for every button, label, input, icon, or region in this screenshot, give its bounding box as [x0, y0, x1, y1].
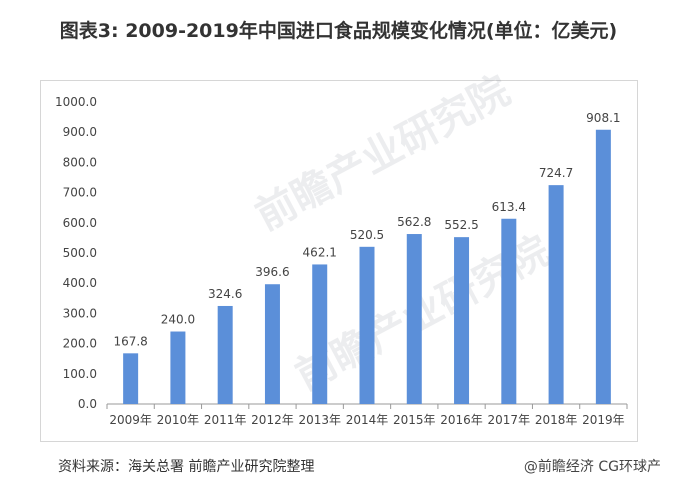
y-tick-label: 800.0: [63, 155, 97, 169]
data-label: 167.8: [113, 334, 147, 348]
bar-2012年: [264, 284, 280, 404]
bar-chart: 0.0 100.0 200.0 300.0 400.0 500.0 600.0 700.0 80…: [55, 95, 628, 427]
y-tick-label: 200.0: [63, 337, 97, 351]
x-tick-label: 2013年: [298, 413, 341, 427]
x-tick-label: 2015年: [393, 413, 436, 427]
y-tick-label: 500.0: [63, 246, 97, 260]
chart-title: 图表3: 2009-2019年中国进口食品规模变化情况(单位：亿美元): [59, 20, 618, 42]
x-tick-label: 2018年: [535, 413, 578, 427]
data-label: 324.6: [208, 287, 242, 301]
bar-2011年: [217, 305, 233, 404]
x-tick-label: 2011年: [204, 413, 247, 427]
bar-2010年: [170, 331, 186, 404]
x-tick-label: 2010年: [157, 413, 200, 427]
y-tick-label: 600.0: [63, 216, 97, 230]
chart-area: 前瞻产业研究院 前瞻产业研究院 0.0 100.0 200.0 300.0 400.0 5…: [40, 67, 638, 442]
x-tick-label: 2017年: [488, 413, 531, 427]
bar-2016年: [454, 237, 470, 404]
data-label: 613.4: [492, 200, 526, 214]
bar-2013年: [312, 264, 328, 404]
x-tick-label: 2014年: [346, 413, 389, 427]
bar-2015年: [406, 234, 422, 404]
credit-watermark: @前瞻经济 CG环球产: [523, 459, 661, 475]
data-label: 908.1: [586, 111, 620, 125]
y-tick-label: 900.0: [63, 125, 97, 139]
data-label: 562.8: [397, 215, 431, 229]
source-note: 资料来源：海关总署 前瞻产业研究院整理: [58, 459, 315, 475]
data-label: 552.5: [444, 218, 478, 232]
y-tick-label: 700.0: [63, 186, 97, 200]
data-label: 396.6: [255, 265, 289, 279]
x-tick-label: 2012年: [251, 413, 294, 427]
bar-2009年: [123, 353, 139, 404]
bar-2017年: [501, 218, 517, 404]
data-label: 240.0: [161, 313, 195, 327]
y-tick-label: 400.0: [63, 276, 97, 290]
x-tick-label: 2016年: [440, 413, 483, 427]
y-tick-label: 100.0: [63, 367, 97, 381]
data-label: 724.7: [539, 166, 573, 180]
x-tick-label: 2009年: [109, 413, 152, 427]
y-tick-label: 0.0: [78, 397, 97, 411]
bar-2018年: [548, 185, 564, 404]
bar-2019年: [595, 129, 611, 405]
x-tick-label: 2019年: [582, 413, 625, 427]
data-label: 462.1: [303, 245, 337, 259]
bar-2014年: [359, 246, 375, 404]
y-tick-label: 1000.0: [55, 95, 97, 109]
data-label: 520.5: [350, 228, 384, 242]
y-tick-label: 300.0: [63, 306, 97, 320]
